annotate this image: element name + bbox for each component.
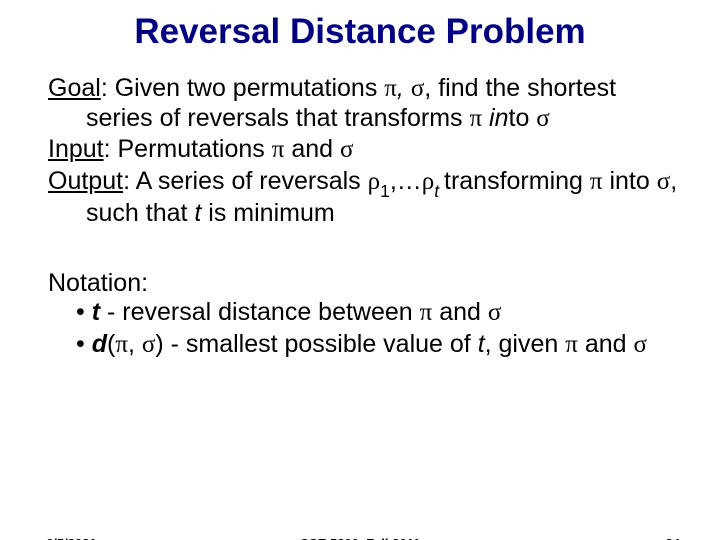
output-label: Output bbox=[48, 167, 123, 195]
d-func: d bbox=[92, 330, 107, 358]
notation-label: Notation: bbox=[48, 269, 688, 299]
input-and: and bbox=[284, 135, 340, 163]
rho-symbol: ρ bbox=[368, 168, 380, 195]
input-label: Input bbox=[48, 135, 104, 163]
goal-to: to bbox=[509, 104, 537, 132]
pi-symbol: π bbox=[420, 299, 433, 326]
pi-symbol: π bbox=[384, 75, 397, 102]
footer-page: 24 bbox=[666, 536, 680, 540]
pi-symbol: π bbox=[590, 168, 603, 195]
sigma-symbol: σ bbox=[488, 299, 501, 326]
sigma-symbol: σ bbox=[411, 75, 424, 102]
sigma-symbol: σ bbox=[536, 105, 549, 132]
input-line: Input: Permutations π and σ bbox=[48, 135, 688, 165]
goal-t1: : Given two permutations bbox=[101, 74, 384, 102]
sigma-symbol: σ bbox=[633, 331, 646, 358]
output-t5: is minimum bbox=[201, 199, 334, 227]
pi-symbol: π bbox=[469, 105, 482, 132]
slide-title: Reversal Distance Problem bbox=[0, 12, 720, 52]
d-comma: , bbox=[128, 330, 142, 358]
pi-symbol: π bbox=[115, 331, 128, 358]
rho-symbol: ρ bbox=[422, 168, 434, 195]
d-given: , given bbox=[485, 330, 566, 358]
sigma-symbol: σ bbox=[142, 331, 155, 358]
t-var: t bbox=[92, 298, 100, 326]
d-and: and bbox=[578, 330, 634, 358]
goal-in: in bbox=[482, 104, 508, 132]
goal-comma: , bbox=[397, 74, 411, 102]
output-t3: into bbox=[603, 167, 657, 195]
goal-label: Goal bbox=[48, 74, 101, 102]
slide: Reversal Distance Problem Goal: Given tw… bbox=[0, 12, 720, 540]
notation-block: Notation: t - reversal distance between … bbox=[48, 269, 688, 360]
b1-rest: - reversal distance between bbox=[100, 298, 420, 326]
t-var: t bbox=[478, 330, 485, 358]
sub-t: t bbox=[434, 181, 444, 201]
pi-symbol: π bbox=[565, 331, 578, 358]
footer-course: CSE 5290, Fall 2011 bbox=[0, 536, 720, 540]
slide-body: Goal: Given two permutations π, σ, find … bbox=[0, 74, 720, 359]
pi-symbol: π bbox=[272, 136, 285, 163]
b1-and: and bbox=[432, 298, 488, 326]
sub-1: 1 bbox=[380, 181, 390, 201]
goal-line: Goal: Given two permutations π, σ, find … bbox=[48, 74, 688, 133]
output-t2: transforming bbox=[444, 167, 590, 195]
bullet-t: t - reversal distance between π and σ bbox=[48, 298, 688, 328]
d-close: ) - smallest possible value of bbox=[155, 330, 477, 358]
input-t1: : Permutations bbox=[104, 135, 272, 163]
output-line: Output: A series of reversals ρ1,…ρt tra… bbox=[48, 167, 688, 229]
output-dots: ,… bbox=[390, 167, 422, 195]
sigma-symbol: σ bbox=[657, 168, 670, 195]
sigma-symbol: σ bbox=[340, 136, 353, 163]
output-t1: : A series of reversals bbox=[123, 167, 368, 195]
bullet-d: d(π, σ) - smallest possible value of t, … bbox=[48, 330, 688, 360]
